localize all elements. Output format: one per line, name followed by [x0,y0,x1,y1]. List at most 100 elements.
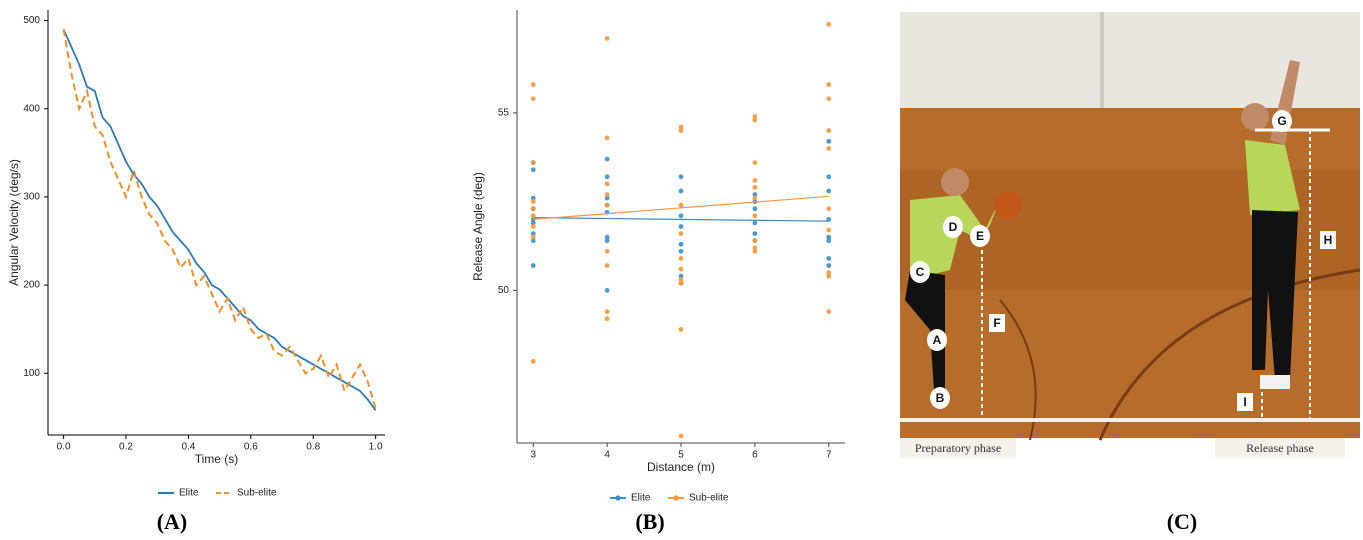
point [530,160,536,166]
label-bubble [910,261,930,283]
point [678,241,684,247]
point [604,309,610,315]
point [678,327,684,332]
point [826,227,832,233]
point [678,280,684,286]
point [604,263,610,268]
x-tick-label: 0.2 [119,442,133,453]
y-tick-label: 55 [498,108,510,119]
y-tick-label: 300 [23,192,40,203]
point [530,358,536,364]
point [604,202,610,208]
x-tick-label: 0.8 [306,442,320,453]
y-axis-title: Angular Velocity (deg/s) [7,159,21,286]
point [752,177,758,183]
point [530,206,536,212]
photo-label: D [949,220,958,234]
label-box [1320,231,1336,249]
photo-labels: A B C D E F G H I [910,110,1336,411]
point [752,117,758,123]
point [530,96,536,102]
point [530,195,536,201]
point [530,199,536,205]
photo-label: F [993,316,1000,330]
point [530,167,536,173]
point [604,35,610,41]
photo-label: C [916,265,925,279]
photo: Preparatory phase Release phase [900,12,1361,458]
photo-caption: Preparatory phase [915,441,1001,455]
legend-label: Elite [631,493,651,504]
x-axis-title: Time (s) [195,452,239,466]
point [678,277,684,283]
x-tick-label: 4 [604,450,610,461]
point [604,181,610,187]
point [678,124,684,130]
point [826,270,832,276]
point [826,138,832,144]
point [826,273,832,279]
point [530,220,536,226]
point [826,238,832,244]
x-tick-label: 7 [826,450,832,461]
point [752,245,758,251]
point [752,195,758,201]
point [752,160,758,166]
label-bubble [930,387,950,409]
point [826,128,832,134]
photo-label: G [1277,114,1286,128]
point [826,188,832,194]
legend-dot [673,495,679,501]
point [826,174,832,180]
point [826,234,832,240]
x-tick-label: 0.4 [181,442,195,453]
point [604,234,610,240]
point [530,82,536,87]
point [678,128,684,134]
point [678,188,684,194]
x-tick-label: 0.0 [57,442,71,453]
point [752,213,758,219]
legend-label: Sub-elite [237,488,277,499]
point [678,266,684,272]
point [678,256,684,261]
photo-label: I [1243,395,1246,409]
label-bubble [1272,110,1292,132]
series-line [62,29,377,409]
legend-label: Elite [179,488,199,499]
label-bubble [927,329,947,351]
point [826,263,832,268]
point [530,234,536,240]
point [530,224,536,229]
y-axis-title: Release Angle (deg) [471,172,485,281]
legend-dot [615,495,621,501]
point [826,82,832,87]
point [604,174,610,180]
point [530,231,536,236]
photo-label: A [933,333,942,347]
point [604,156,610,162]
point [678,202,684,208]
point [678,213,684,219]
point [604,195,610,201]
series-line [62,29,377,411]
point [752,185,758,190]
legend-label: Sub-elite [689,493,729,504]
point [604,192,610,197]
point [678,224,684,229]
point [678,248,684,254]
panel-label: (A) [157,509,188,534]
photo-label: H [1324,233,1333,247]
label-bubble [943,216,963,238]
photo-caption: Release phase [1246,441,1314,455]
point [530,238,536,244]
point [530,213,536,219]
point [604,248,610,254]
x-tick-label: 1.0 [369,442,383,453]
y-tick-label: 100 [23,368,40,379]
panel-label: (C) [1167,509,1198,534]
x-axis-title: Distance (m) [647,460,715,474]
label-bubble [970,225,990,247]
photo-label: B [936,391,945,405]
